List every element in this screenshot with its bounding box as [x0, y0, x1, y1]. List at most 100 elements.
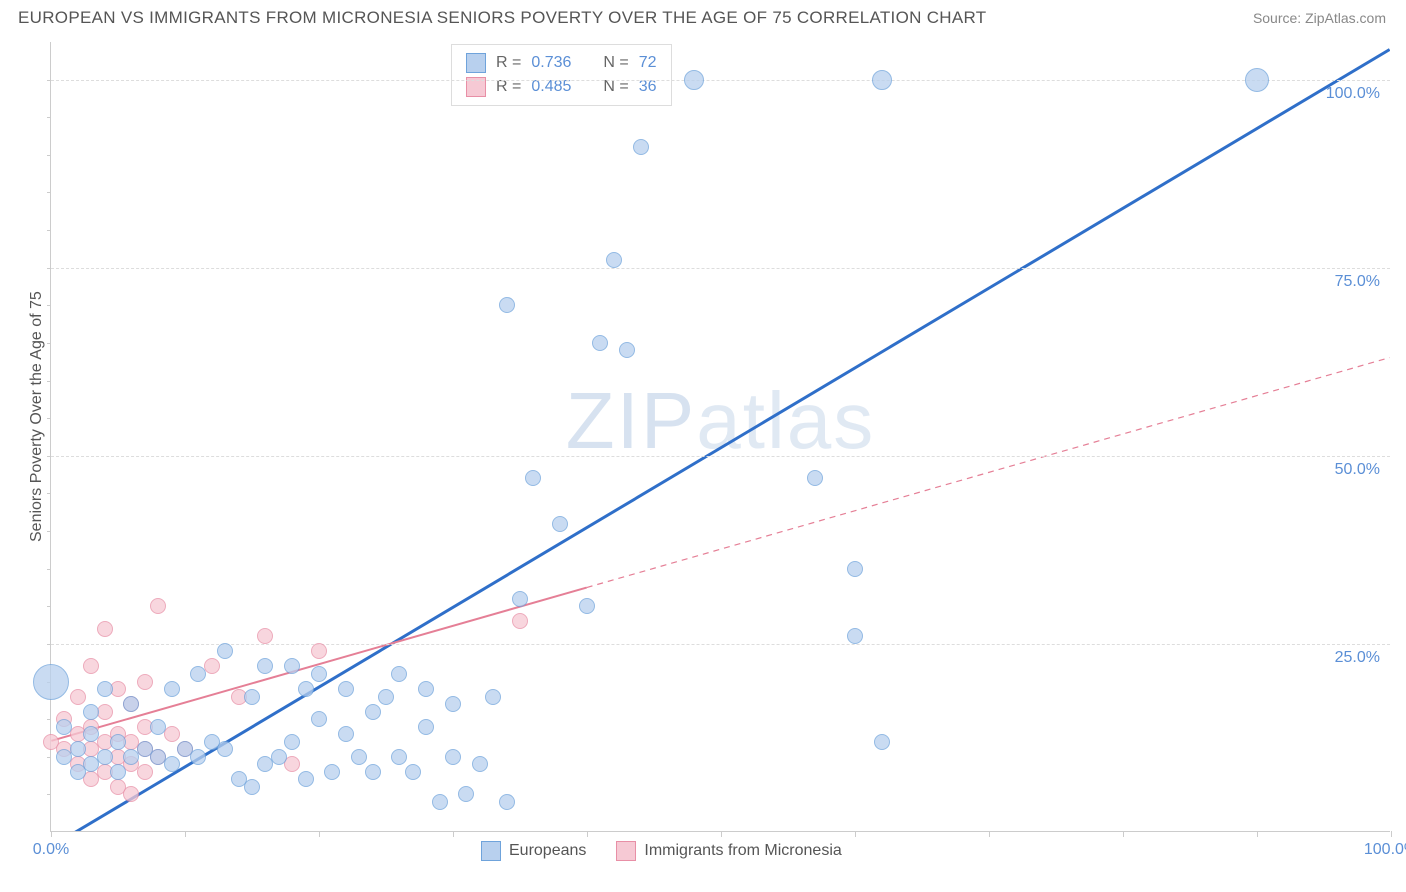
y-minor-tick: [47, 418, 51, 419]
data-point-europeans: [378, 689, 394, 705]
data-point-micronesia: [70, 689, 86, 705]
trend-lines: [51, 42, 1390, 831]
data-point-europeans: [123, 696, 139, 712]
data-point-europeans: [351, 749, 367, 765]
data-point-europeans: [847, 561, 863, 577]
legend-r-value: 0.485: [531, 78, 571, 96]
y-minor-tick: [47, 117, 51, 118]
data-point-europeans: [164, 681, 180, 697]
watermark: ZIPatlas: [566, 375, 875, 467]
data-point-europeans: [499, 297, 515, 313]
data-point-europeans: [190, 749, 206, 765]
data-point-europeans: [311, 711, 327, 727]
data-point-europeans: [391, 749, 407, 765]
data-point-europeans: [847, 628, 863, 644]
data-point-micronesia: [257, 628, 273, 644]
x-tick: [1123, 831, 1124, 837]
y-minor-tick: [47, 644, 51, 645]
legend-n-label: N =: [603, 54, 628, 72]
legend-n-value: 72: [639, 54, 657, 72]
x-tick: [1257, 831, 1258, 837]
data-point-europeans: [244, 689, 260, 705]
legend-r-value: 0.736: [531, 54, 571, 72]
y-tick-label: 100.0%: [1326, 85, 1380, 103]
y-minor-tick: [47, 757, 51, 758]
legend-n-label: N =: [603, 78, 628, 96]
y-axis-label: Seniors Poverty Over the Age of 75: [28, 291, 46, 542]
legend-correlation: R = 0.736 N = 72 R = 0.485 N = 36: [451, 44, 672, 106]
x-tick: [1391, 831, 1392, 837]
data-point-europeans: [257, 658, 273, 674]
legend-series-item: Immigrants from Micronesia: [616, 841, 841, 861]
data-point-europeans: [150, 719, 166, 735]
data-point-europeans: [418, 719, 434, 735]
y-minor-tick: [47, 192, 51, 193]
data-point-europeans: [164, 756, 180, 772]
data-point-micronesia: [512, 613, 528, 629]
data-point-micronesia: [123, 786, 139, 802]
data-point-micronesia: [137, 674, 153, 690]
gridline-h: [51, 644, 1390, 645]
data-point-europeans: [83, 726, 99, 742]
data-point-europeans: [525, 470, 541, 486]
x-tick: [855, 831, 856, 837]
legend-r-label: R =: [496, 78, 521, 96]
data-point-europeans: [56, 719, 72, 735]
data-point-europeans: [1245, 68, 1269, 92]
data-point-micronesia: [83, 658, 99, 674]
y-minor-tick: [47, 268, 51, 269]
y-minor-tick: [47, 155, 51, 156]
y-minor-tick: [47, 794, 51, 795]
x-tick-label: 0.0%: [33, 841, 69, 859]
data-point-europeans: [552, 516, 568, 532]
x-tick: [721, 831, 722, 837]
data-point-europeans: [311, 666, 327, 682]
gridline-h: [51, 80, 1390, 81]
y-minor-tick: [47, 305, 51, 306]
data-point-europeans: [83, 704, 99, 720]
data-point-europeans: [579, 598, 595, 614]
x-tick: [989, 831, 990, 837]
y-minor-tick: [47, 456, 51, 457]
data-point-europeans: [391, 666, 407, 682]
data-point-europeans: [110, 764, 126, 780]
data-point-europeans: [458, 786, 474, 802]
legend-swatch: [481, 841, 501, 861]
data-point-europeans: [365, 704, 381, 720]
data-point-europeans: [512, 591, 528, 607]
data-point-micronesia: [311, 643, 327, 659]
data-point-europeans: [324, 764, 340, 780]
legend-series: Europeans Immigrants from Micronesia: [481, 841, 842, 861]
legend-n-value: 36: [639, 78, 657, 96]
data-point-europeans: [298, 681, 314, 697]
legend-swatch: [616, 841, 636, 861]
data-point-europeans: [338, 726, 354, 742]
legend-correlation-row: R = 0.485 N = 36: [466, 75, 657, 99]
data-point-europeans: [97, 749, 113, 765]
y-tick-label: 25.0%: [1335, 649, 1380, 667]
data-point-micronesia: [284, 756, 300, 772]
gridline-h: [51, 456, 1390, 457]
data-point-europeans: [271, 749, 287, 765]
data-point-europeans: [244, 779, 260, 795]
legend-correlation-row: R =0.736N =72: [466, 51, 657, 75]
y-minor-tick: [47, 343, 51, 344]
data-point-europeans: [298, 771, 314, 787]
x-tick: [587, 831, 588, 837]
data-point-europeans: [110, 734, 126, 750]
x-tick-label: 100.0%: [1364, 841, 1406, 859]
gridline-h: [51, 268, 1390, 269]
chart-title: EUROPEAN VS IMMIGRANTS FROM MICRONESIA S…: [18, 8, 986, 28]
data-point-europeans: [365, 764, 381, 780]
data-point-europeans: [633, 139, 649, 155]
plot-area: ZIPatlas R =0.736N =72R =0.485N =36 Euro…: [50, 42, 1390, 832]
data-point-europeans: [619, 342, 635, 358]
legend-series-label: Immigrants from Micronesia: [644, 842, 841, 860]
data-point-europeans: [485, 689, 501, 705]
legend-series-label: Europeans: [509, 842, 586, 860]
data-point-europeans: [472, 756, 488, 772]
x-tick: [319, 831, 320, 837]
data-point-europeans: [418, 681, 434, 697]
data-point-europeans: [592, 335, 608, 351]
data-point-europeans: [217, 741, 233, 757]
